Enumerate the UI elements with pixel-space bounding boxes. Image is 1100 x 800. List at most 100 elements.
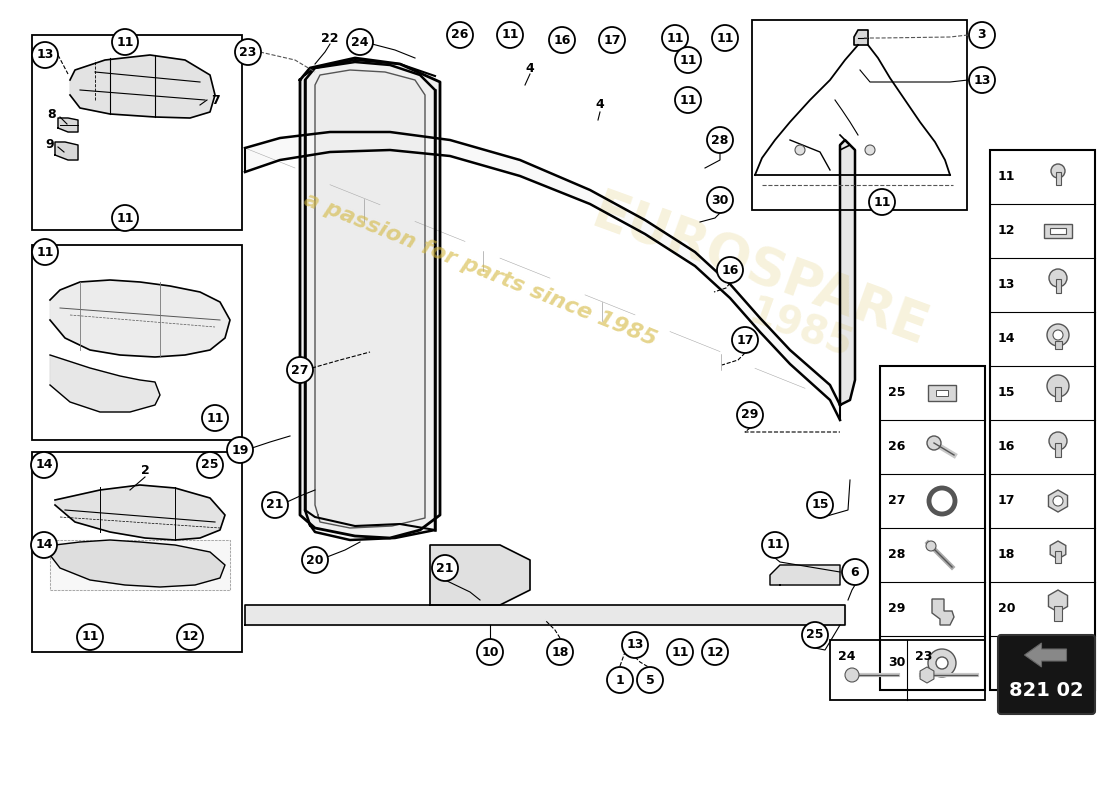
Text: 10: 10 [482, 646, 498, 658]
Text: 19: 19 [231, 443, 249, 457]
Polygon shape [55, 142, 78, 160]
Circle shape [1042, 647, 1074, 679]
Circle shape [447, 22, 473, 48]
Bar [32, 245, 242, 440]
Polygon shape [920, 667, 934, 683]
Text: 28: 28 [712, 134, 728, 146]
Polygon shape [58, 118, 78, 132]
Text: 5: 5 [646, 674, 654, 686]
Text: 7: 7 [210, 94, 219, 106]
Text: 22: 22 [321, 31, 339, 45]
Circle shape [262, 492, 288, 518]
Bar [880, 366, 984, 690]
Circle shape [432, 555, 458, 581]
Text: 11: 11 [680, 54, 696, 66]
Text: 11: 11 [502, 29, 519, 42]
Text: 25: 25 [888, 386, 905, 399]
Polygon shape [50, 280, 230, 357]
Polygon shape [932, 599, 954, 625]
Bar [1000, 637, 1093, 712]
Text: 12: 12 [998, 225, 1015, 238]
Polygon shape [430, 545, 530, 605]
Text: 11: 11 [767, 538, 783, 551]
Bar [1054, 606, 1062, 621]
Circle shape [928, 649, 956, 677]
Circle shape [737, 402, 763, 428]
Polygon shape [50, 540, 230, 590]
Circle shape [667, 639, 693, 665]
Text: 11: 11 [36, 246, 54, 258]
Circle shape [845, 668, 859, 682]
Text: 26: 26 [451, 29, 469, 42]
Text: 13: 13 [36, 49, 54, 62]
Text: 18: 18 [551, 646, 569, 658]
Circle shape [702, 639, 728, 665]
Circle shape [762, 532, 788, 558]
Polygon shape [770, 565, 840, 585]
Circle shape [869, 189, 895, 215]
Text: 27: 27 [888, 494, 905, 507]
Text: 13: 13 [998, 278, 1015, 291]
Polygon shape [1024, 643, 1067, 667]
Text: a passion for parts since 1985: a passion for parts since 1985 [300, 190, 659, 350]
Circle shape [549, 27, 575, 53]
Polygon shape [315, 70, 425, 528]
Text: 11: 11 [998, 170, 1015, 183]
Text: 821 02: 821 02 [1009, 681, 1084, 699]
Circle shape [1050, 164, 1065, 178]
Polygon shape [854, 30, 868, 45]
Text: 14: 14 [998, 333, 1015, 346]
Text: 12: 12 [182, 630, 199, 643]
Text: 24: 24 [351, 35, 369, 49]
Circle shape [717, 257, 743, 283]
Circle shape [802, 622, 828, 648]
Polygon shape [50, 355, 160, 412]
Circle shape [1049, 432, 1067, 450]
Polygon shape [55, 485, 225, 540]
Text: 17: 17 [736, 334, 754, 346]
Circle shape [795, 145, 805, 155]
Text: 3: 3 [978, 29, 987, 42]
Circle shape [32, 239, 58, 265]
Text: 11: 11 [873, 195, 891, 209]
Text: 14: 14 [35, 458, 53, 471]
Text: 21: 21 [437, 562, 453, 574]
Circle shape [1049, 269, 1067, 287]
Polygon shape [1048, 590, 1067, 612]
Text: 4: 4 [526, 62, 535, 74]
Bar [1056, 172, 1060, 185]
Text: 30: 30 [712, 194, 728, 206]
Bar [990, 150, 1094, 690]
Text: 24: 24 [838, 650, 856, 663]
Text: 21: 21 [998, 657, 1015, 670]
Bar [752, 20, 967, 210]
Bar [32, 452, 242, 652]
Circle shape [235, 39, 261, 65]
Text: 17: 17 [998, 494, 1015, 507]
Circle shape [607, 667, 632, 693]
Text: 2: 2 [141, 463, 150, 477]
Circle shape [732, 327, 758, 353]
Text: 16: 16 [722, 263, 739, 277]
Polygon shape [245, 132, 840, 420]
Circle shape [177, 624, 204, 650]
Circle shape [477, 639, 503, 665]
Bar [928, 385, 956, 401]
Circle shape [227, 437, 253, 463]
Text: 17: 17 [603, 34, 620, 46]
Text: 8: 8 [47, 109, 56, 122]
Text: 11: 11 [117, 35, 134, 49]
Circle shape [707, 127, 733, 153]
Text: 4: 4 [595, 98, 604, 111]
Circle shape [1047, 324, 1069, 346]
Circle shape [547, 639, 573, 665]
Text: 13: 13 [974, 74, 991, 86]
Circle shape [927, 436, 940, 450]
Text: 30: 30 [888, 657, 905, 670]
Circle shape [31, 532, 57, 558]
Polygon shape [70, 55, 214, 118]
Circle shape [807, 492, 833, 518]
Circle shape [842, 559, 868, 585]
Text: 15: 15 [998, 386, 1015, 399]
Circle shape [197, 452, 223, 478]
